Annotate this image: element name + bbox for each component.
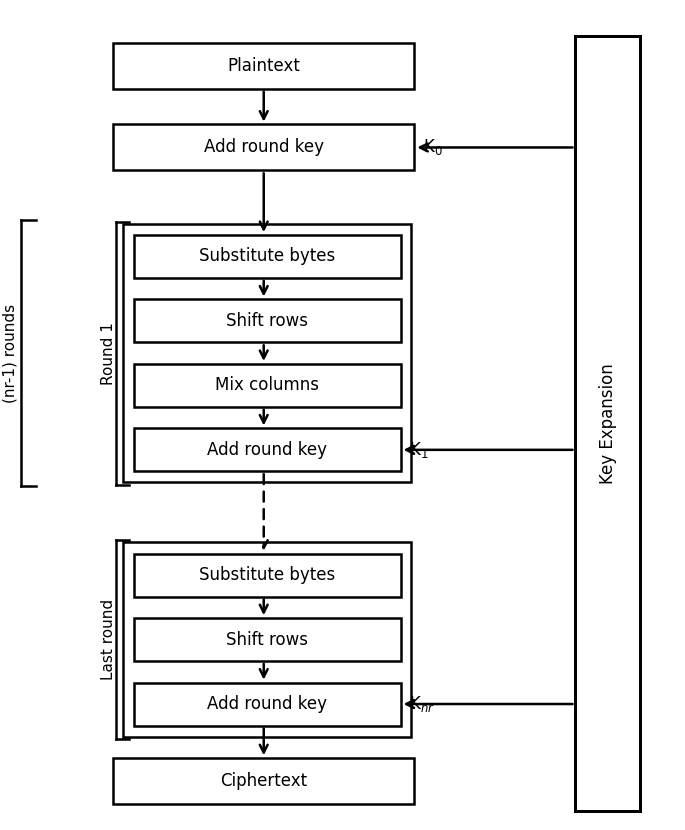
Text: Last round: Last round (101, 599, 116, 680)
Text: Add round key: Add round key (207, 695, 327, 713)
Bar (123, 543, 411, 737)
Bar (134, 618, 401, 661)
Bar (134, 428, 401, 471)
Bar (134, 300, 401, 342)
Bar (134, 364, 401, 407)
Text: K$_0$: K$_0$ (423, 138, 443, 158)
Bar (134, 682, 401, 725)
Text: K$_1$: K$_1$ (409, 440, 428, 460)
Text: K$_{nr}$: K$_{nr}$ (409, 694, 435, 714)
Bar (575, 36, 640, 812)
Text: Round 1: Round 1 (101, 322, 116, 384)
Text: Add round key: Add round key (207, 441, 327, 459)
Text: Ciphertext: Ciphertext (220, 772, 308, 790)
Bar (134, 235, 401, 278)
Text: Key Expansion: Key Expansion (599, 364, 617, 484)
Text: (nr-1) rounds: (nr-1) rounds (3, 304, 18, 403)
Bar (113, 43, 414, 89)
Text: Plaintext: Plaintext (227, 57, 300, 75)
Text: Mix columns: Mix columns (215, 376, 319, 394)
Bar (134, 554, 401, 597)
Text: Add round key: Add round key (203, 139, 324, 157)
Bar (123, 224, 411, 482)
Bar (113, 124, 414, 170)
Text: Substitute bytes: Substitute bytes (199, 566, 335, 584)
Bar (113, 758, 414, 804)
Text: Shift rows: Shift rows (226, 631, 308, 648)
Text: Substitute bytes: Substitute bytes (199, 247, 335, 266)
Text: Shift rows: Shift rows (226, 312, 308, 330)
